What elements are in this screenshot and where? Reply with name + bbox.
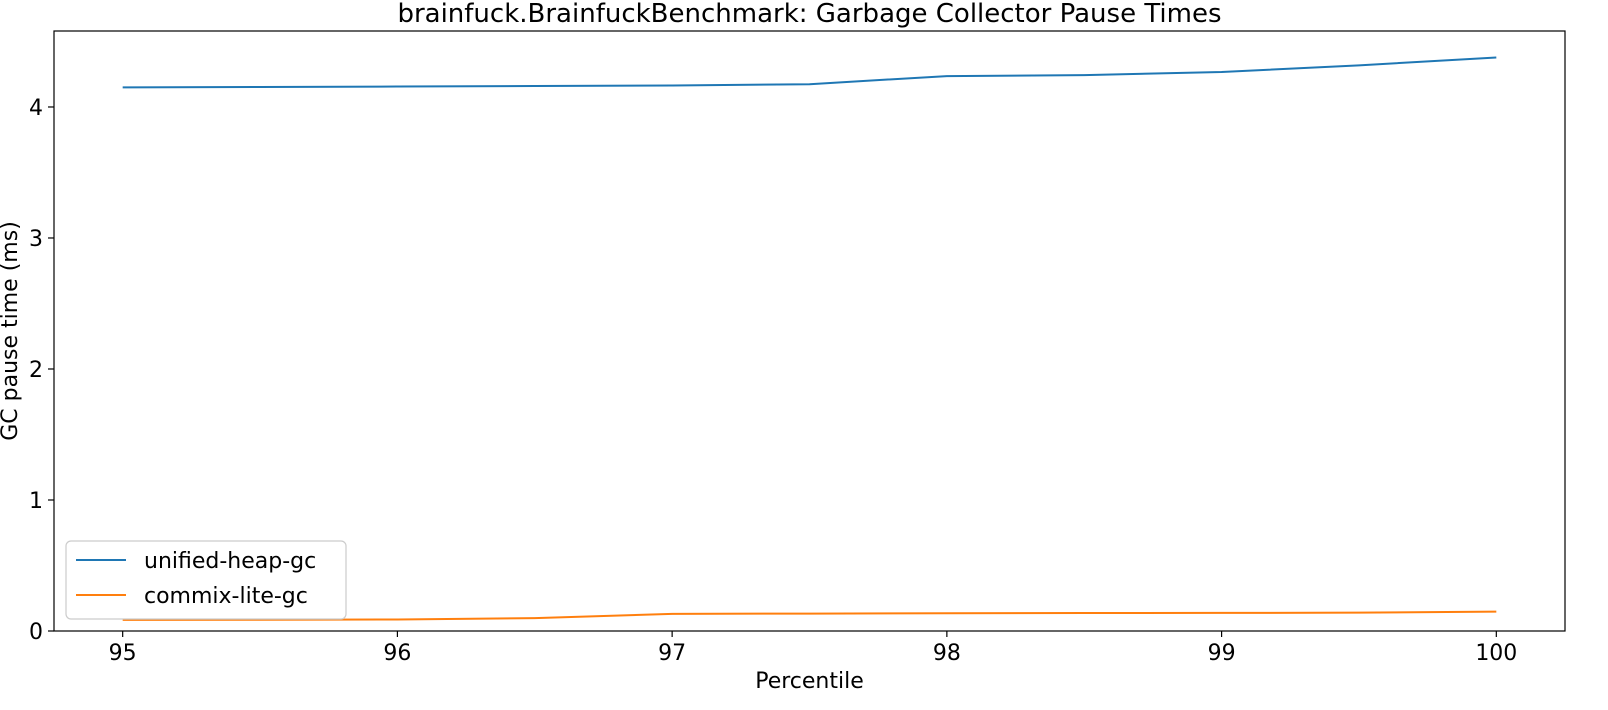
y-axis-title: GC pause time (ms)	[0, 221, 23, 441]
chart-title: brainfuck.BrainfuckBenchmark: Garbage Co…	[397, 0, 1221, 29]
legend: unified-heap-gc commix-lite-gc	[65, 540, 347, 620]
legend-label: commix-lite-gc	[144, 584, 308, 609]
y-tick-label: 3	[29, 227, 43, 252]
x-axis-title: Percentile	[755, 669, 864, 694]
x-tick-label: 99	[1208, 641, 1236, 666]
legend-label: unified-heap-gc	[144, 549, 316, 574]
y-tick-label: 0	[29, 620, 43, 645]
x-tick-label: 96	[383, 641, 411, 666]
y-tick-label: 1	[29, 489, 43, 514]
series-line-unified-heap-gc	[122, 56, 1497, 89]
plot-series	[122, 56, 1497, 621]
y-tick-label: 4	[29, 96, 43, 121]
legend-box	[65, 540, 347, 620]
x-tick-label: 98	[933, 641, 961, 666]
x-tick-label: 100	[1475, 641, 1517, 666]
x-tick-label: 97	[658, 641, 686, 666]
y-tick-label: 2	[29, 358, 43, 383]
x-axis: 95 96 97 98 99 100	[109, 631, 1517, 666]
x-tick-label: 95	[109, 641, 137, 666]
series-line-commix-lite-gc	[122, 610, 1497, 621]
plot-frame	[53, 30, 1566, 632]
y-axis: 0 1 2 3 4	[29, 96, 54, 645]
